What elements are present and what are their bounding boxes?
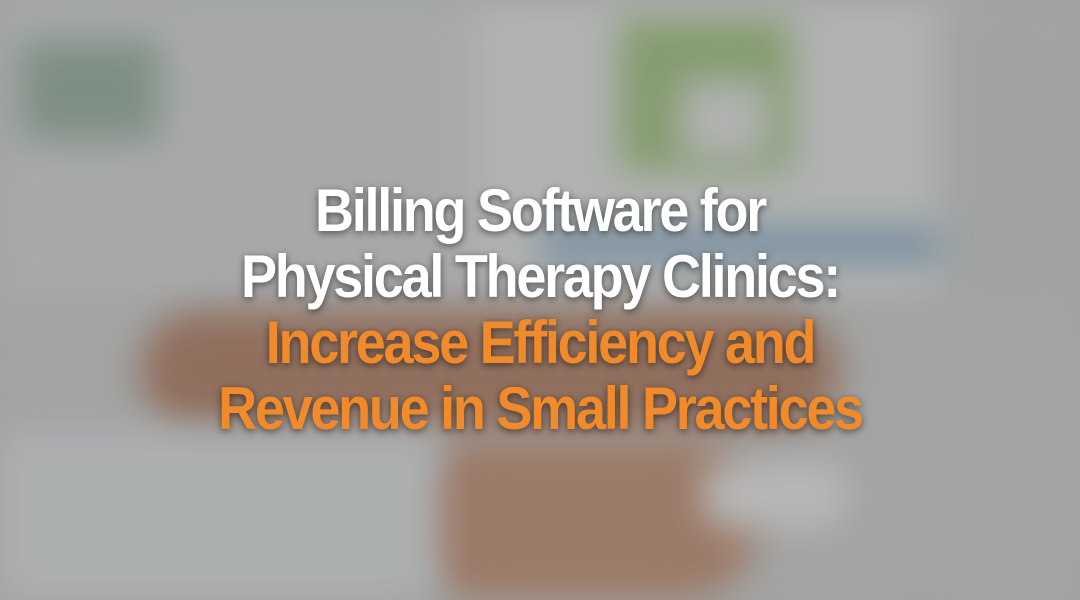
headline-line-4: Revenue in Small Practices — [218, 375, 864, 442]
headline: Billing Software for Physical Therapy Cl… — [0, 178, 1080, 442]
headline-line-3: Increase Efficiency and — [265, 309, 817, 376]
headline-line-2: Physical Therapy Clinics: — [240, 243, 841, 310]
headline-line-1: Billing Software for — [314, 177, 767, 244]
